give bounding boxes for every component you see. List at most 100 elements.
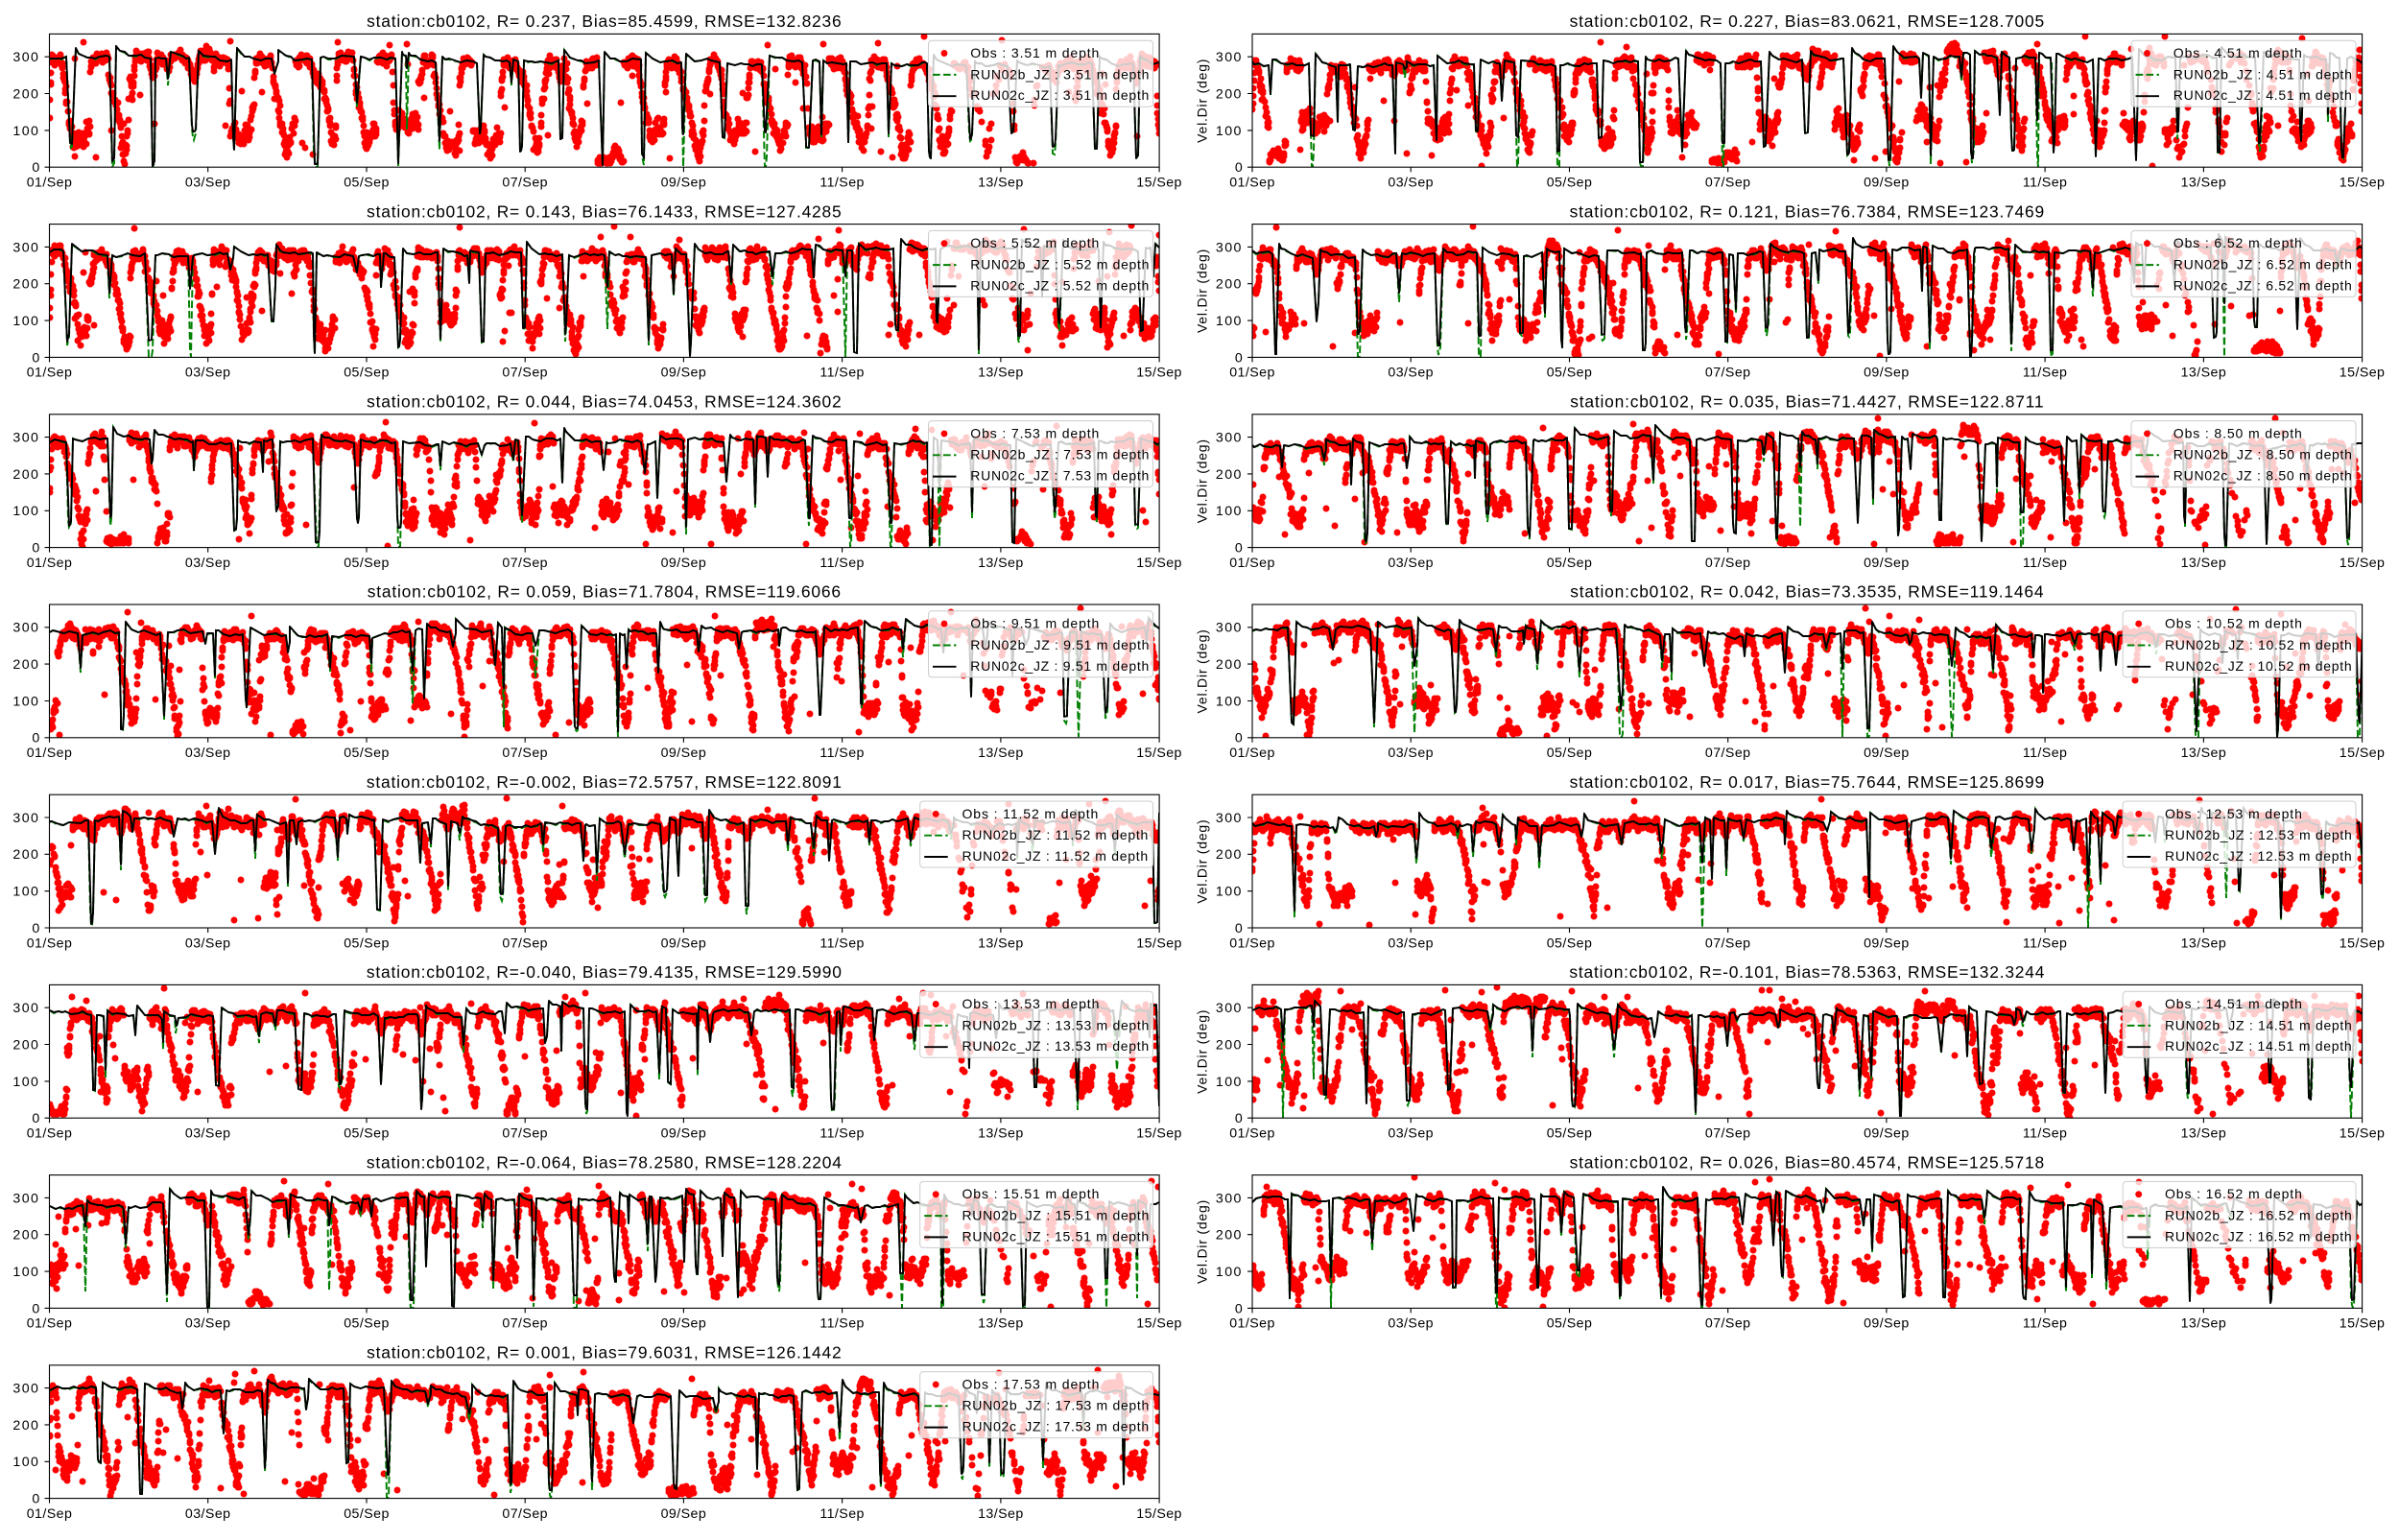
svg-text:300: 300 xyxy=(12,1001,39,1016)
svg-text:Obs : 13.53 m depth: Obs : 13.53 m depth xyxy=(962,996,1101,1011)
svg-text:13/Sep: 13/Sep xyxy=(2181,1316,2227,1332)
svg-text:Vel.Dir (deg): Vel.Dir (deg) xyxy=(1195,1199,1210,1284)
svg-text:0: 0 xyxy=(32,541,39,557)
svg-text:11/Sep: 11/Sep xyxy=(819,1126,865,1142)
svg-text:01/Sep: 01/Sep xyxy=(27,366,73,381)
svg-text:RUN02c_JZ : 3.51 m depth: RUN02c_JZ : 3.51 m depth xyxy=(970,87,1150,103)
svg-text:station:cb0102, R=-0.064, Bias: station:cb0102, R=-0.064, Bias=78.2580, … xyxy=(367,1152,843,1172)
svg-text:15/Sep: 15/Sep xyxy=(2340,176,2386,191)
svg-text:RUN02c_JZ : 8.50 m depth: RUN02c_JZ : 8.50 m depth xyxy=(2173,468,2353,484)
svg-text:100: 100 xyxy=(12,1265,39,1280)
svg-text:RUN02c_JZ : 6.52 m depth: RUN02c_JZ : 6.52 m depth xyxy=(2173,277,2353,293)
svg-text:13/Sep: 13/Sep xyxy=(2181,556,2227,571)
svg-text:03/Sep: 03/Sep xyxy=(1388,746,1434,761)
svg-text:300: 300 xyxy=(12,1382,39,1397)
svg-text:01/Sep: 01/Sep xyxy=(1229,176,1275,191)
svg-text:05/Sep: 05/Sep xyxy=(1547,366,1593,381)
svg-text:03/Sep: 03/Sep xyxy=(1388,1126,1434,1142)
svg-text:Obs : 16.52 m depth: Obs : 16.52 m depth xyxy=(2165,1186,2303,1201)
svg-text:300: 300 xyxy=(1216,50,1243,65)
svg-text:200: 200 xyxy=(1216,1228,1243,1244)
svg-text:03/Sep: 03/Sep xyxy=(1388,556,1434,571)
svg-text:01/Sep: 01/Sep xyxy=(27,1126,73,1142)
svg-text:15/Sep: 15/Sep xyxy=(1136,936,1182,951)
svg-text:RUN02c_JZ : 14.51 m depth: RUN02c_JZ : 14.51 m depth xyxy=(2165,1038,2352,1054)
svg-text:Vel.Dir (deg): Vel.Dir (deg) xyxy=(1195,1009,1210,1094)
svg-text:01/Sep: 01/Sep xyxy=(27,176,73,191)
svg-text:11/Sep: 11/Sep xyxy=(819,936,865,951)
svg-text:07/Sep: 07/Sep xyxy=(1705,1316,1751,1332)
svg-text:01/Sep: 01/Sep xyxy=(1229,556,1275,571)
svg-text:Obs : 9.51 m depth: Obs : 9.51 m depth xyxy=(970,616,1100,631)
svg-text:03/Sep: 03/Sep xyxy=(1388,176,1434,191)
svg-text:01/Sep: 01/Sep xyxy=(27,746,73,761)
svg-text:300: 300 xyxy=(1216,240,1243,255)
svg-text:15/Sep: 15/Sep xyxy=(1136,176,1182,191)
svg-text:0: 0 xyxy=(1235,541,1243,557)
svg-text:03/Sep: 03/Sep xyxy=(185,746,231,761)
svg-text:0: 0 xyxy=(32,160,39,176)
svg-text:300: 300 xyxy=(1216,1001,1243,1016)
svg-text:15/Sep: 15/Sep xyxy=(2340,1126,2386,1142)
svg-text:0: 0 xyxy=(1235,731,1243,746)
svg-text:RUN02b_JZ : 17.53 m depth: RUN02b_JZ : 17.53 m depth xyxy=(962,1398,1150,1413)
svg-text:RUN02c_JZ : 7.53 m depth: RUN02c_JZ : 7.53 m depth xyxy=(970,468,1150,484)
svg-text:300: 300 xyxy=(1216,431,1243,446)
svg-text:13/Sep: 13/Sep xyxy=(2181,1126,2227,1142)
svg-text:100: 100 xyxy=(1216,885,1243,900)
svg-text:01/Sep: 01/Sep xyxy=(27,556,73,571)
svg-text:100: 100 xyxy=(12,124,39,139)
svg-text:100: 100 xyxy=(12,1455,39,1470)
svg-text:100: 100 xyxy=(1216,1265,1243,1280)
svg-text:01/Sep: 01/Sep xyxy=(1229,366,1275,381)
svg-text:0: 0 xyxy=(32,1301,39,1316)
svg-text:RUN02c_JZ : 12.53 m depth: RUN02c_JZ : 12.53 m depth xyxy=(2165,848,2352,864)
svg-text:Obs : 7.53 m depth: Obs : 7.53 m depth xyxy=(970,425,1100,440)
svg-text:05/Sep: 05/Sep xyxy=(344,1126,390,1142)
svg-text:RUN02b_JZ : 6.52 m depth: RUN02b_JZ : 6.52 m depth xyxy=(2173,257,2353,272)
svg-text:15/Sep: 15/Sep xyxy=(1136,1316,1182,1332)
svg-text:200: 200 xyxy=(12,277,39,293)
svg-text:09/Sep: 09/Sep xyxy=(661,556,707,571)
svg-text:RUN02b_JZ : 5.52 m depth: RUN02b_JZ : 5.52 m depth xyxy=(970,257,1150,272)
svg-text:09/Sep: 09/Sep xyxy=(1864,176,1910,191)
svg-text:RUN02c_JZ : 15.51 m depth: RUN02c_JZ : 15.51 m depth xyxy=(962,1228,1150,1244)
svg-text:07/Sep: 07/Sep xyxy=(502,556,548,571)
svg-text:RUN02c_JZ : 5.52 m depth: RUN02c_JZ : 5.52 m depth xyxy=(970,277,1150,293)
svg-text:05/Sep: 05/Sep xyxy=(1547,936,1593,951)
svg-text:09/Sep: 09/Sep xyxy=(661,176,707,191)
svg-text:Obs : 11.52 m depth: Obs : 11.52 m depth xyxy=(962,806,1100,821)
svg-text:11/Sep: 11/Sep xyxy=(819,1506,865,1522)
svg-text:200: 200 xyxy=(1216,86,1243,102)
svg-text:13/Sep: 13/Sep xyxy=(978,1316,1024,1332)
svg-text:300: 300 xyxy=(12,1191,39,1206)
svg-text:RUN02b_JZ : 10.52 m depth: RUN02b_JZ : 10.52 m depth xyxy=(2165,637,2352,652)
svg-text:RUN02c_JZ : 9.51 m depth: RUN02c_JZ : 9.51 m depth xyxy=(970,658,1150,674)
svg-text:200: 200 xyxy=(1216,657,1243,673)
svg-text:07/Sep: 07/Sep xyxy=(1705,746,1751,761)
svg-text:07/Sep: 07/Sep xyxy=(502,936,548,951)
svg-text:07/Sep: 07/Sep xyxy=(502,1316,548,1332)
svg-text:300: 300 xyxy=(12,811,39,826)
svg-text:01/Sep: 01/Sep xyxy=(27,936,73,951)
svg-text:0: 0 xyxy=(1235,160,1243,176)
svg-text:09/Sep: 09/Sep xyxy=(661,1126,707,1142)
svg-text:15/Sep: 15/Sep xyxy=(1136,1126,1182,1142)
svg-text:100: 100 xyxy=(1216,124,1243,139)
svg-text:Vel.Dir (deg): Vel.Dir (deg) xyxy=(1195,628,1210,713)
svg-text:05/Sep: 05/Sep xyxy=(344,746,390,761)
svg-text:03/Sep: 03/Sep xyxy=(185,366,231,381)
svg-text:01/Sep: 01/Sep xyxy=(1229,936,1275,951)
svg-text:200: 200 xyxy=(12,467,39,483)
svg-text:Obs : 3.51 m depth: Obs : 3.51 m depth xyxy=(970,45,1100,60)
svg-text:03/Sep: 03/Sep xyxy=(1388,1316,1434,1332)
svg-text:Obs : 6.52 m depth: Obs : 6.52 m depth xyxy=(2173,235,2303,250)
svg-text:11/Sep: 11/Sep xyxy=(2023,556,2068,571)
svg-text:100: 100 xyxy=(1216,1075,1243,1090)
svg-text:07/Sep: 07/Sep xyxy=(502,176,548,191)
svg-text:RUN02b_JZ : 16.52 m depth: RUN02b_JZ : 16.52 m depth xyxy=(2165,1208,2352,1223)
svg-text:15/Sep: 15/Sep xyxy=(2340,746,2386,761)
svg-text:0: 0 xyxy=(32,350,39,366)
svg-text:01/Sep: 01/Sep xyxy=(27,1506,73,1522)
svg-text:station:cb0102, R= 0.143, Bias: station:cb0102, R= 0.143, Bias=76.1433, … xyxy=(367,201,842,221)
